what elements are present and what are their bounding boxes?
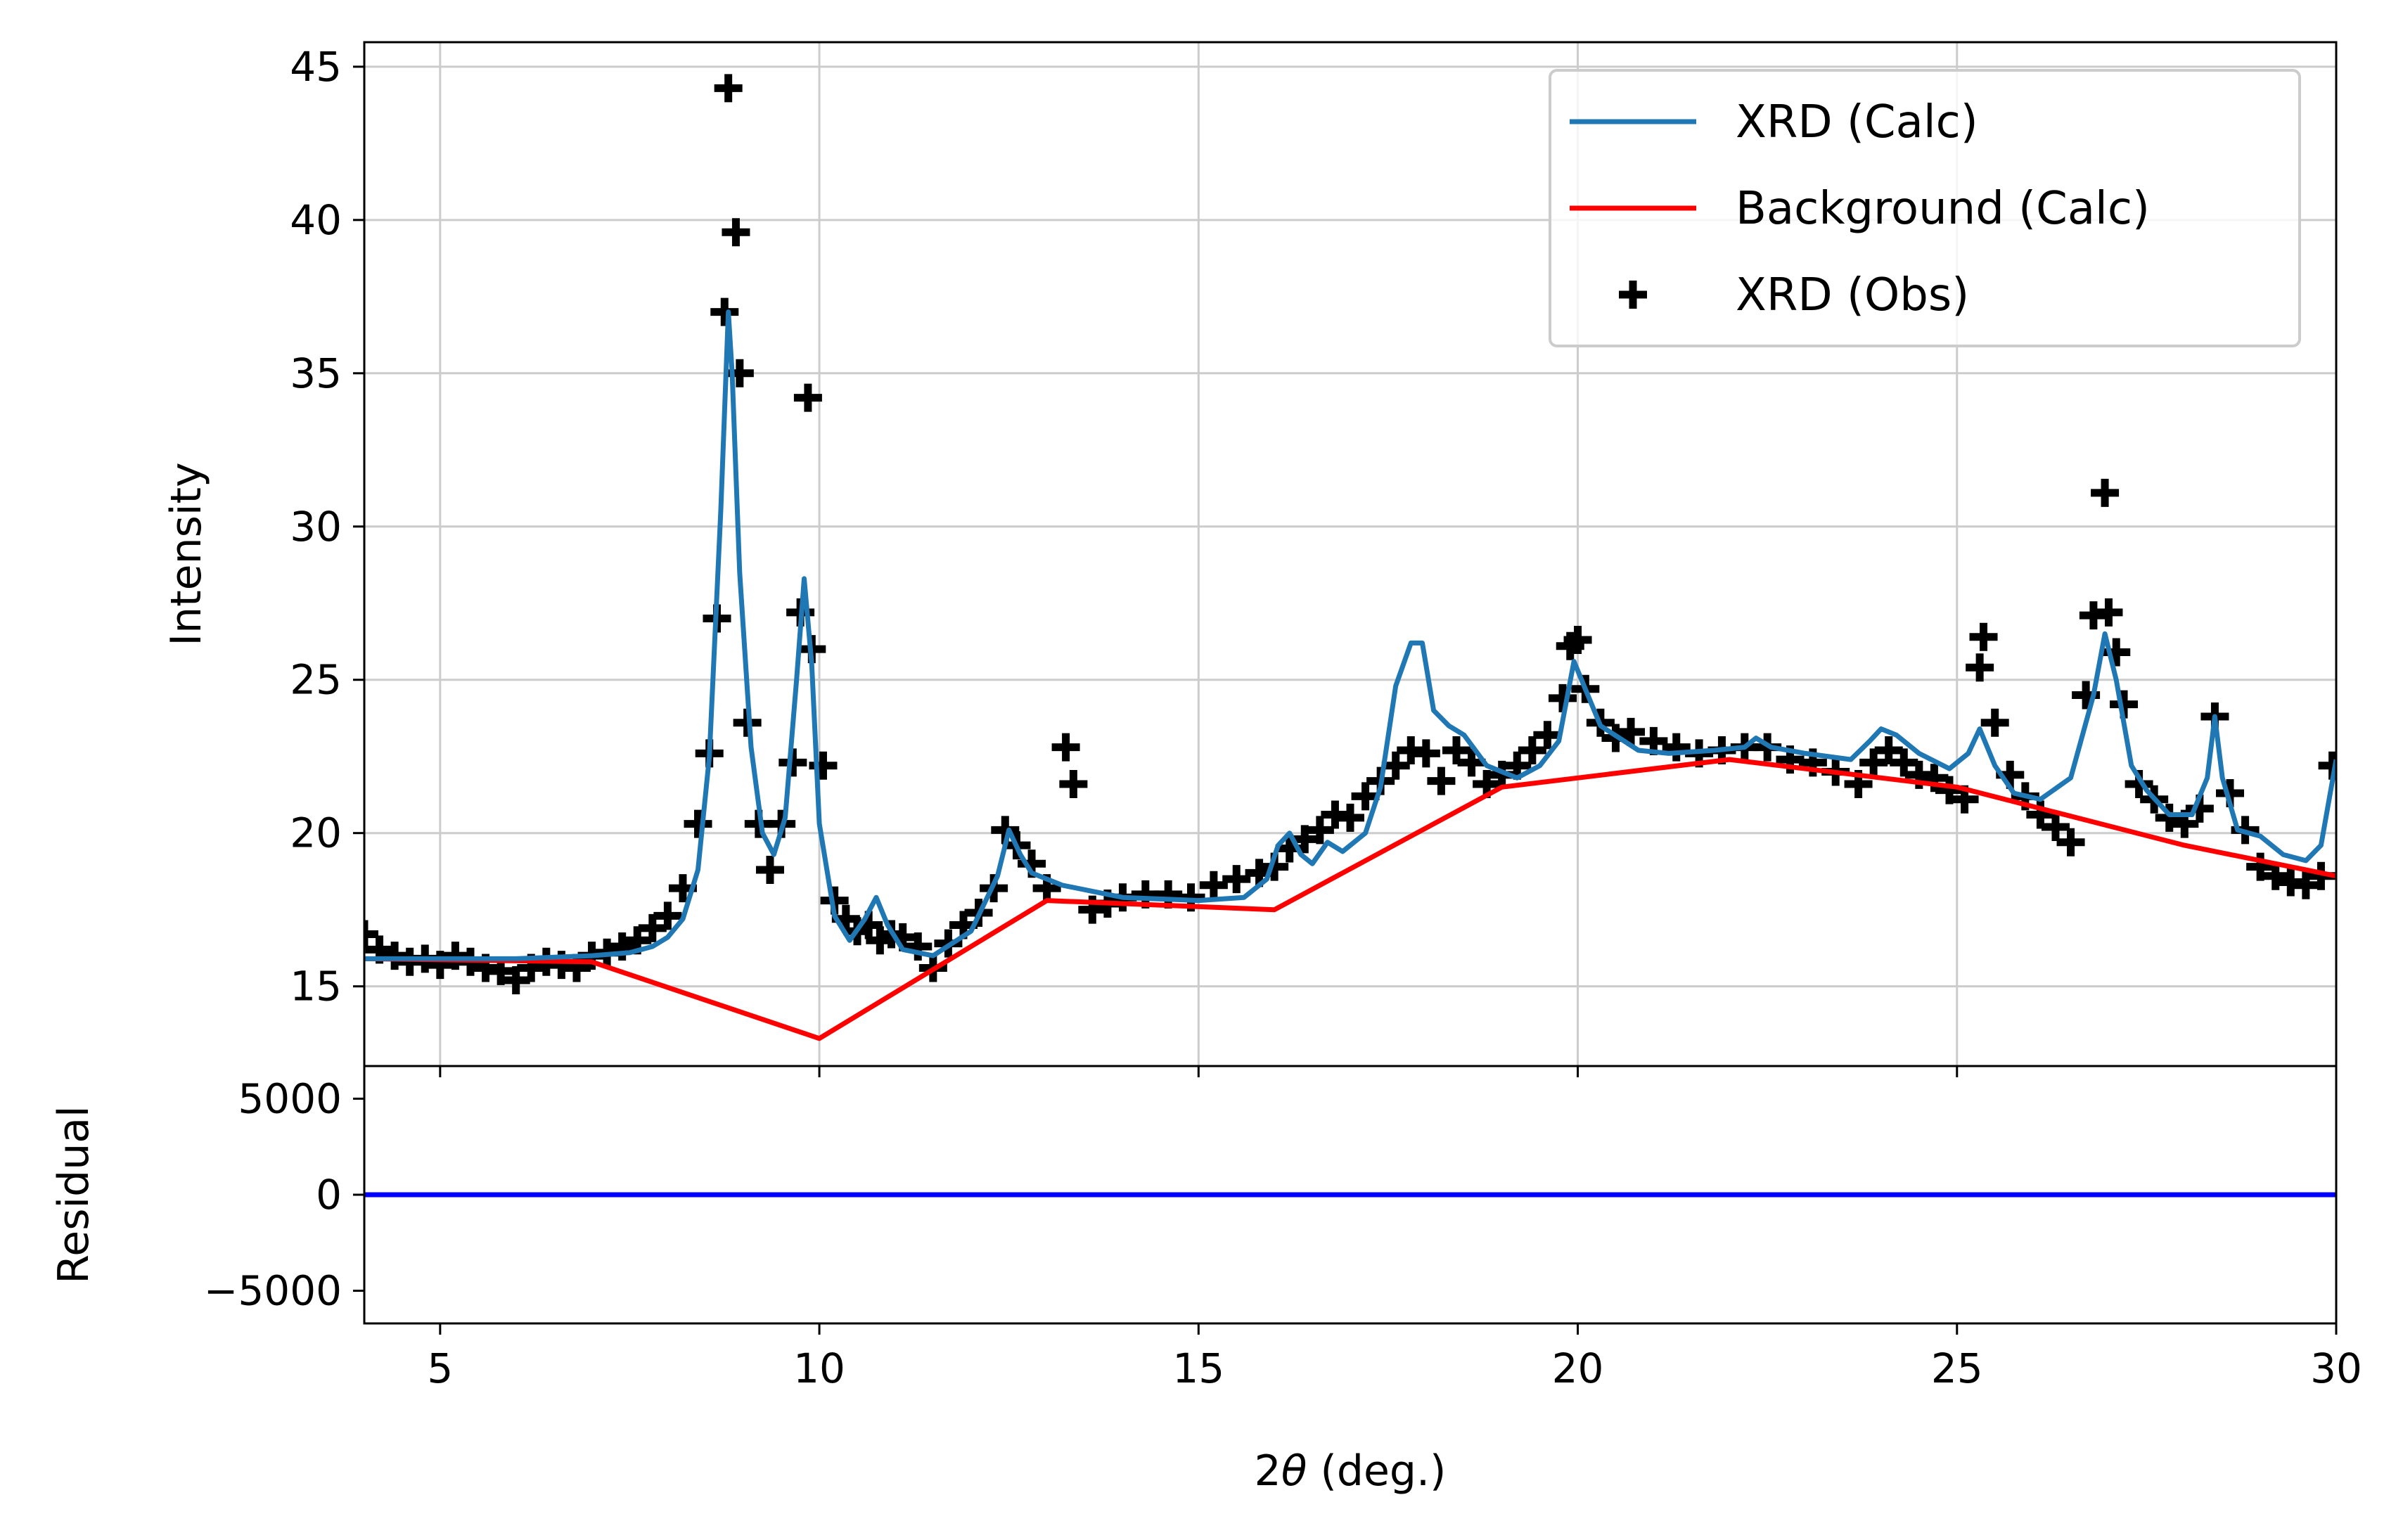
observed-point [1381,751,1410,780]
observed-point [1969,622,1998,651]
legend-label-background-calc: Background (Calc) [1736,183,2150,235]
x-tick-label: 5 [427,1345,453,1392]
observed-point [1051,733,1080,762]
main-y-tick-label: 25 [290,656,342,704]
x-tick-label: 30 [2310,1345,2362,1392]
residual-y-axis-label: Residual [49,1105,98,1283]
residual-y-tick-label: −5000 [204,1267,342,1315]
legend: XRD (Calc) Background (Calc) XRD (Obs) [1549,69,2301,347]
observed-point [501,965,530,994]
x-tick-label: 20 [1552,1345,1604,1392]
main-grid [364,42,2338,1066]
observed-point [755,856,784,885]
observed-point [425,951,454,980]
x-label-theta: θ [1281,1446,1307,1496]
observed-point [1518,736,1546,764]
legend-plus-marker [1619,281,1647,309]
observed-point [1503,751,1532,780]
main-y-tick-label: 20 [290,809,342,857]
observed-point [380,942,409,970]
main-axis-ticks: 15 20 25 30 35 40 45 [290,43,2338,1077]
legend-swatch-xrd-obs [1619,281,1647,309]
observed-point [1351,782,1380,811]
main-y-tick-label: 15 [290,963,342,1010]
observed-point [1563,626,1592,655]
x-label-suffix: (deg.) [1307,1446,1446,1496]
main-y-tick-label: 40 [290,196,342,244]
observed-point [1199,871,1228,899]
observed-point [1442,736,1470,764]
observed-point [2094,598,2123,627]
x-tick-label: 15 [1172,1345,1224,1392]
observed-point [1935,776,1963,804]
observed-point [638,913,667,942]
observed-point [2155,803,2184,832]
observed-point [364,920,378,949]
x-tick-label: 10 [793,1345,845,1392]
residual-axis-ticks: 5000 0 −5000 5 10 15 20 25 30 [204,1074,2362,1392]
observed-point [2026,800,2055,829]
observed-point [793,383,822,412]
observed-point [1920,764,1949,793]
legend-box [1549,69,2301,347]
observed-point [1427,766,1456,795]
observed-point [653,901,682,930]
observed-point [904,932,933,961]
observed-point [1662,733,1691,762]
background-calc-line [364,757,2336,1041]
observed-point [1336,803,1364,832]
observed-point [1966,653,1994,682]
observed-point [2091,478,2120,507]
observed-point [2041,812,2070,841]
main-y-tick-label: 35 [290,349,342,397]
observed-point [2291,871,2320,899]
observed-point [710,297,739,326]
observed-point [2246,852,2275,881]
observed-point [714,74,743,103]
observed-point [1411,739,1440,768]
main-y-tick-label: 45 [290,43,342,91]
x-tick-label: 25 [1931,1345,1983,1392]
xrd-calc-line [364,309,2336,961]
observed-point [1222,865,1251,894]
residual-y-tick-label: 0 [316,1171,342,1219]
x-label-prefix: 2 [1255,1446,1281,1496]
observed-point [2056,828,2085,856]
observed-point [809,751,838,780]
observed-point [684,809,712,838]
observed-point [1874,736,1903,764]
observed-point [2261,861,2290,890]
observed-point [2102,638,2131,667]
x-axis-label: 2θ (deg.) [1255,1446,1447,1496]
observed-point [1457,748,1486,777]
observed-point [1890,748,1918,777]
main-y-tick-label: 30 [290,503,342,551]
observed-point [1859,748,1888,777]
observed-point [1305,816,1334,845]
observed-point [1548,684,1577,712]
main-y-axis-label: Intensity [162,462,211,646]
legend-label-xrd-calc: XRD (Calc) [1736,96,1978,148]
observed-point [1533,721,1562,750]
observed-point [1980,708,2009,737]
observed-point [1617,717,1646,746]
residual-y-tick-label: 5000 [238,1074,342,1122]
observed-point [441,942,470,970]
observed-point [608,932,636,961]
legend-label-xrd-obs: XRD (Obs) [1736,269,1969,321]
main-plot-area [364,74,2336,1041]
observed-point [1059,769,1088,798]
observed-point [722,218,750,247]
